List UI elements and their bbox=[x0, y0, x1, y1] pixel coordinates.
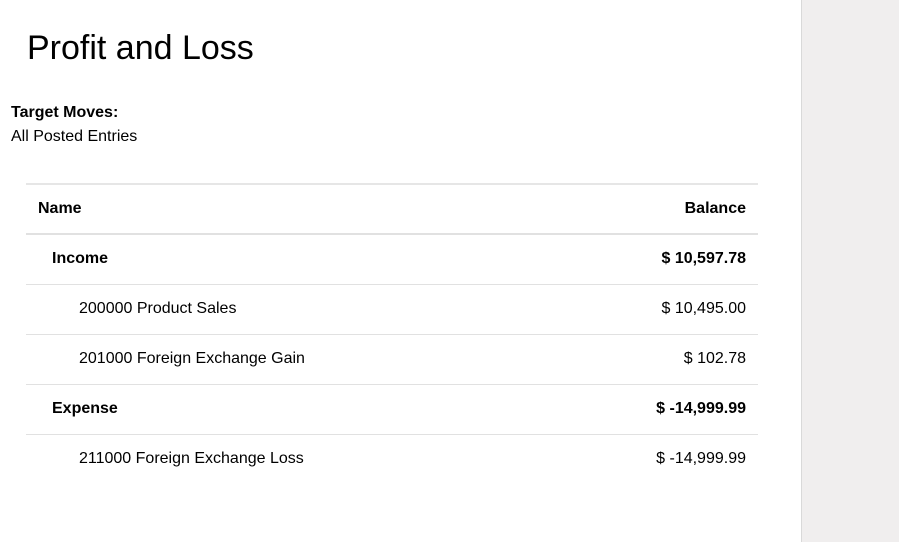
row-name: 200000 Product Sales bbox=[26, 284, 553, 335]
row-name: Expense bbox=[26, 384, 553, 435]
report-title: Profit and Loss bbox=[27, 29, 254, 67]
row-name: Income bbox=[26, 234, 553, 285]
row-balance: $ -14,999.99 bbox=[656, 450, 746, 468]
account-row[interactable]: 211000 Foreign Exchange Loss $ -14,999.9… bbox=[26, 434, 758, 484]
section-row-expense[interactable]: Expense $ -14,999.99 bbox=[26, 384, 758, 435]
profit-loss-table: Name Balance Income $ 10,597.78 200000 P… bbox=[26, 183, 758, 484]
target-moves-label: Target Moves: bbox=[11, 104, 119, 121]
row-balance: $ 102.78 bbox=[552, 334, 758, 385]
name-column-header: Name bbox=[26, 183, 553, 235]
account-row[interactable]: 201000 Foreign Exchange Gain $ 102.78 bbox=[26, 334, 758, 385]
account-row[interactable]: 200000 Product Sales $ 10,495.00 bbox=[26, 284, 758, 335]
balance-column-header: Balance bbox=[552, 183, 758, 235]
side-panel bbox=[801, 0, 899, 542]
target-moves-value: All Posted Entries bbox=[11, 128, 138, 145]
row-balance: $ 10,495.00 bbox=[552, 284, 758, 335]
section-row-income[interactable]: Income $ 10,597.78 bbox=[26, 234, 758, 285]
row-balance: $ -14,999.99 bbox=[552, 384, 758, 435]
row-name: 211000 Foreign Exchange Loss bbox=[79, 450, 304, 468]
table-header-row: Name Balance bbox=[26, 183, 758, 235]
row-balance: $ 10,597.78 bbox=[552, 234, 758, 285]
report-document: Profit and Loss Target Moves: All Posted… bbox=[11, 29, 758, 484]
row-name: 201000 Foreign Exchange Gain bbox=[26, 334, 553, 385]
